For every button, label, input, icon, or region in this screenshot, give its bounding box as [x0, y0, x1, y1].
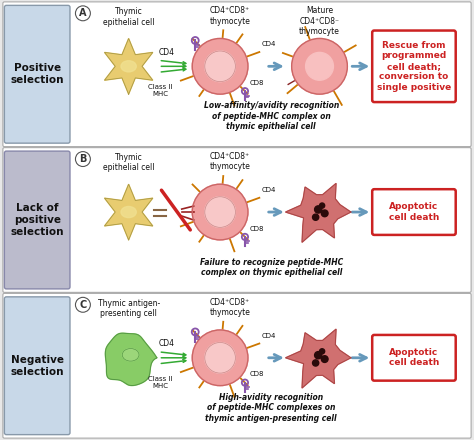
Text: CD8: CD8: [250, 80, 264, 86]
Polygon shape: [105, 184, 153, 240]
Text: CD4⁺CD8⁺
thymocyte: CD4⁺CD8⁺ thymocyte: [210, 6, 250, 26]
Text: C: C: [79, 300, 87, 310]
Polygon shape: [105, 333, 157, 385]
FancyBboxPatch shape: [372, 335, 456, 381]
Circle shape: [315, 206, 322, 213]
Text: CD8: CD8: [250, 371, 264, 378]
Text: CD4: CD4: [158, 48, 174, 57]
Text: Class II
MHC: Class II MHC: [148, 84, 173, 97]
Circle shape: [319, 203, 325, 208]
Text: CD4: CD4: [262, 187, 276, 193]
Text: Mature
CD4⁺CD8⁻
thymocyte: Mature CD4⁺CD8⁻ thymocyte: [299, 6, 340, 36]
Text: Apoptotic
cell death: Apoptotic cell death: [389, 348, 439, 367]
FancyBboxPatch shape: [3, 148, 471, 292]
Polygon shape: [105, 38, 153, 94]
Polygon shape: [286, 183, 351, 242]
Text: CD4: CD4: [262, 333, 276, 338]
Text: CD4: CD4: [262, 41, 276, 47]
Polygon shape: [286, 329, 351, 388]
Text: Thymic
epithelial cell: Thymic epithelial cell: [103, 153, 155, 172]
Circle shape: [321, 356, 328, 363]
Text: Negative
selection: Negative selection: [10, 355, 64, 377]
Text: CD4⁺CD8⁺
thymocyte: CD4⁺CD8⁺ thymocyte: [210, 298, 250, 317]
Circle shape: [192, 330, 248, 385]
Text: CD8: CD8: [250, 226, 264, 232]
Text: Thymic
epithelial cell: Thymic epithelial cell: [103, 7, 155, 27]
Circle shape: [306, 52, 333, 80]
Circle shape: [205, 51, 236, 81]
Text: Low-affinity/avidity recognition
of peptide-MHC complex on
thymic epithelial cel: Low-affinity/avidity recognition of pept…: [204, 102, 339, 131]
FancyBboxPatch shape: [4, 5, 70, 143]
FancyBboxPatch shape: [3, 293, 471, 438]
Ellipse shape: [121, 206, 137, 218]
Text: Class II
MHC: Class II MHC: [148, 376, 173, 389]
Circle shape: [292, 38, 347, 94]
Circle shape: [312, 214, 319, 220]
FancyBboxPatch shape: [4, 297, 70, 435]
Circle shape: [75, 152, 91, 166]
FancyBboxPatch shape: [372, 189, 456, 235]
Text: Apoptotic
cell death: Apoptotic cell death: [389, 202, 439, 222]
FancyBboxPatch shape: [4, 151, 70, 289]
Ellipse shape: [121, 61, 137, 72]
Text: CD4⁺CD8⁺
thymocyte: CD4⁺CD8⁺ thymocyte: [210, 152, 250, 172]
Circle shape: [205, 197, 236, 227]
Circle shape: [75, 6, 91, 21]
Circle shape: [192, 184, 248, 240]
Text: Rescue from
programmed
cell death;
conversion to
single positive: Rescue from programmed cell death; conve…: [377, 41, 451, 92]
Circle shape: [192, 38, 248, 94]
Text: Failure to recognize peptide-MHC
complex on thymic epithelial cell: Failure to recognize peptide-MHC complex…: [200, 257, 343, 277]
Text: Lack of
positive
selection: Lack of positive selection: [10, 203, 64, 237]
Text: B: B: [79, 154, 87, 164]
Text: CD4: CD4: [158, 339, 174, 348]
FancyBboxPatch shape: [3, 2, 471, 147]
Circle shape: [75, 297, 91, 312]
Text: A: A: [79, 8, 87, 18]
Circle shape: [321, 210, 328, 217]
FancyBboxPatch shape: [372, 30, 456, 102]
Circle shape: [319, 349, 325, 354]
Circle shape: [205, 342, 236, 373]
Circle shape: [315, 352, 322, 359]
Ellipse shape: [122, 348, 139, 361]
Text: Positive
selection: Positive selection: [10, 63, 64, 85]
Text: Thymic antigen-
presenting cell: Thymic antigen- presenting cell: [98, 299, 160, 318]
Circle shape: [312, 360, 319, 366]
Text: High-avidity recognition
of peptide-MHC complexes on
thymic antigen-presenting c: High-avidity recognition of peptide-MHC …: [206, 393, 337, 423]
